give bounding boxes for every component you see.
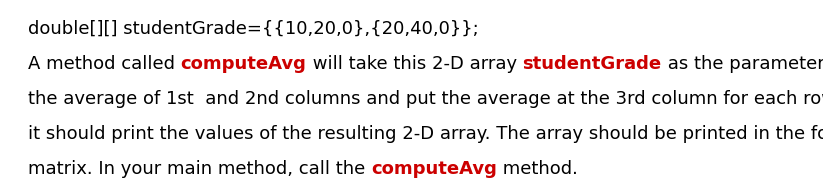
Text: method.: method.	[497, 160, 578, 178]
Text: it should print the values of the resulting 2-D array. The array should be print: it should print the values of the result…	[28, 125, 823, 143]
Text: computeAvg: computeAvg	[181, 55, 307, 73]
Text: matrix. In your main method, call the: matrix. In your main method, call the	[28, 160, 371, 178]
Text: the average of 1st  and 2nd columns and put the average at the 3rd column for ea: the average of 1st and 2nd columns and p…	[28, 90, 823, 108]
Text: computeAvg: computeAvg	[371, 160, 497, 178]
Text: will take this 2-D array: will take this 2-D array	[307, 55, 523, 73]
Text: as the parameter, compute: as the parameter, compute	[662, 55, 823, 73]
Text: studentGrade: studentGrade	[523, 55, 662, 73]
Text: double[][] studentGrade={{10,20,0},{20,40,0}};: double[][] studentGrade={{10,20,0},{20,4…	[28, 20, 479, 38]
Text: A method called: A method called	[28, 55, 181, 73]
